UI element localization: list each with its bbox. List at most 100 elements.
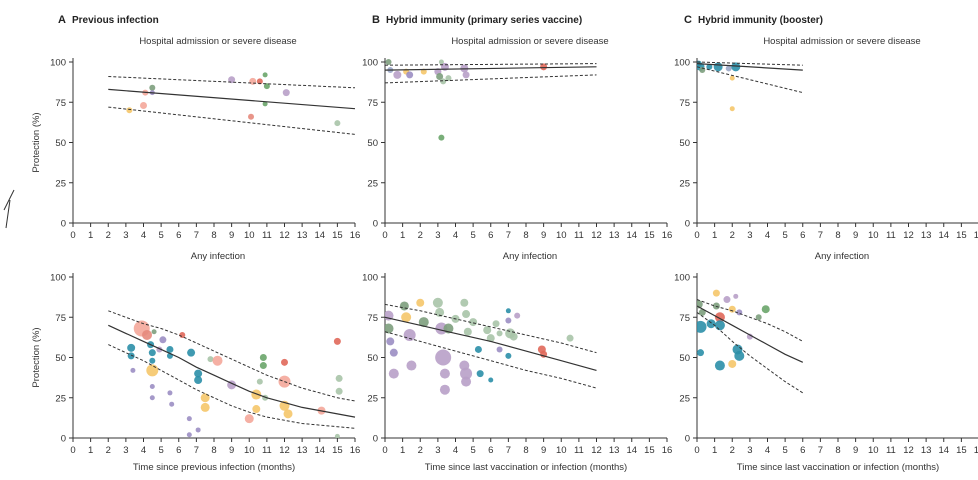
data-point [697,320,707,333]
x-tick-label: 9 [541,230,546,241]
x-tick-label: 7 [506,445,511,456]
y-tick-label: 0 [373,434,378,445]
x-tick-label: 6 [800,230,805,241]
x-tick-label: 12 [591,445,602,456]
x-tick-label: 8 [523,445,528,456]
data-point [729,106,735,112]
subplot-title: Hospital admission or severe disease [763,36,920,47]
data-point [385,323,394,334]
y-tick-label: 100 [50,58,66,69]
y-tick-label: 25 [55,178,66,189]
x-tick-label: 4 [141,445,146,456]
ci-lower-line [384,331,597,389]
edge-mark [3,189,15,229]
x-tick-label: 9 [541,445,546,456]
data-point [127,343,136,352]
x-tick-label: 8 [523,230,528,241]
data-point [712,289,720,297]
x-tick-label: 3 [123,230,128,241]
data-point [462,71,470,79]
data-point [566,334,574,342]
subplot-title: Any infection [191,251,245,262]
y-tick-label: 75 [55,98,66,109]
x-tick-label: 11 [262,445,272,456]
y-tick-label: 50 [367,138,378,149]
x-tick-label: 10 [868,230,879,241]
x-tick-label: 7 [506,230,511,241]
subplot-title: Any infection [815,251,869,262]
x-tick-label: 13 [609,445,620,456]
x-tick-label: 15 [956,230,967,241]
data-point [151,329,157,335]
x-tick-label: 13 [609,230,620,241]
x-tick-label: 12 [903,445,914,456]
y-tick-label: 100 [362,58,378,69]
x-tick-label: 8 [835,230,840,241]
x-tick-label: 7 [194,445,199,456]
data-point [733,293,739,299]
data-point [731,62,741,72]
data-point [761,305,770,314]
data-point [393,70,402,79]
x-tick-label: 3 [747,445,752,456]
x-tick-label: 12 [591,230,602,241]
x-tick-label: 3 [435,445,440,456]
data-point [248,113,255,120]
y-tick-label: 100 [674,273,690,284]
data-point [714,360,725,371]
y-tick-label: 50 [55,138,66,149]
data-point [149,357,156,364]
x-tick-label: 11 [574,445,584,456]
data-point [167,390,173,396]
panel-letter: C [684,14,692,26]
y-tick-label: 75 [679,313,690,324]
data-point [713,62,723,72]
y-tick-label: 25 [679,393,690,404]
data-point [488,377,494,383]
x-tick-label: 1 [400,230,405,241]
x-tick-label: 14 [314,445,325,456]
x-axis-label: Time since previous infection (months) [133,462,295,473]
x-tick-label: 1 [400,445,405,456]
fit-line [696,305,804,363]
data-point [438,59,444,65]
data-point [723,296,731,304]
data-point [406,71,414,79]
data-point [335,387,343,395]
x-tick-label: 14 [626,230,637,241]
y-tick-label: 0 [61,434,66,445]
x-tick-label: 0 [70,445,75,456]
y-tick-label: 100 [362,273,378,284]
x-tick-label: 10 [556,445,567,456]
x-tick-label: 14 [938,445,949,456]
x-tick-label: 5 [782,230,787,241]
data-point [281,358,288,366]
x-tick-label: 8 [211,445,216,456]
data-point [746,333,753,340]
data-point [388,368,399,379]
x-tick-label: 16 [974,230,978,241]
data-point [462,310,471,319]
data-point [282,89,290,97]
x-tick-label: 8 [835,445,840,456]
ci-lower-line [108,106,356,135]
data-point [476,370,484,378]
x-tick-label: 12 [279,230,290,241]
x-tick-label: 0 [694,445,699,456]
data-point [714,320,725,331]
x-tick-label: 2 [106,230,111,241]
data-point [406,360,417,371]
fit-line [384,316,597,371]
data-point [435,307,445,317]
x-tick-label: 3 [747,230,752,241]
x-tick-label: 0 [382,230,387,241]
data-point [142,329,153,340]
subplot-title: Any infection [503,251,557,262]
x-tick-label: 13 [297,230,308,241]
x-tick-label: 15 [956,445,967,456]
x-tick-label: 1 [712,230,717,241]
data-point [420,68,427,75]
ci-lower-line [696,311,804,394]
y-tick-label: 75 [367,313,378,324]
y-tick-label: 25 [55,393,66,404]
